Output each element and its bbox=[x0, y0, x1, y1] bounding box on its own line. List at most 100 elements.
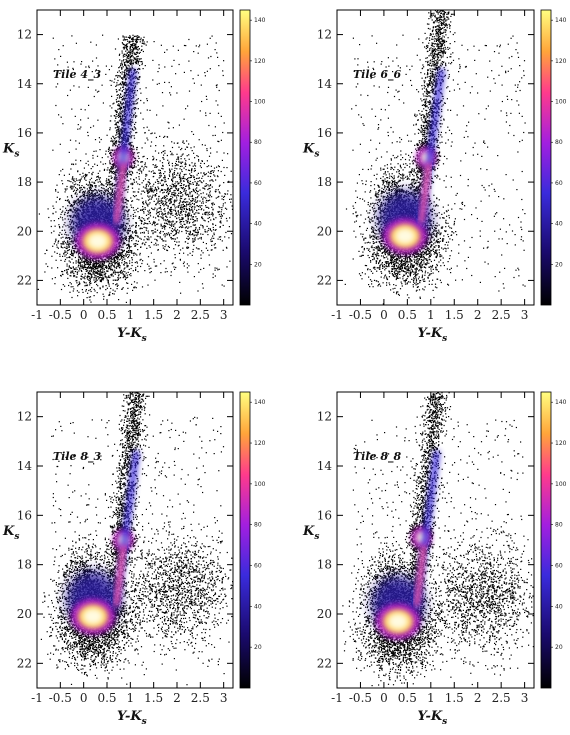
star-point bbox=[114, 173, 116, 175]
star-point bbox=[131, 37, 134, 39]
star-point bbox=[116, 129, 118, 131]
star-point bbox=[135, 38, 137, 40]
star-point bbox=[131, 231, 133, 233]
star-point bbox=[103, 184, 105, 187]
star-point bbox=[102, 266, 104, 268]
star-point bbox=[62, 236, 64, 238]
star-point bbox=[130, 149, 132, 151]
star-point bbox=[122, 273, 124, 275]
star-point bbox=[96, 271, 99, 273]
star-point bbox=[137, 72, 140, 74]
star-point bbox=[130, 145, 132, 147]
star-point bbox=[67, 180, 69, 182]
star-point bbox=[135, 94, 137, 96]
star-point bbox=[114, 150, 116, 152]
star-point bbox=[117, 275, 120, 277]
star-point bbox=[80, 187, 82, 189]
star-point bbox=[109, 294, 111, 296]
star-point bbox=[112, 272, 115, 274]
star-point bbox=[106, 178, 108, 180]
star-point bbox=[78, 264, 80, 266]
star-point bbox=[128, 209, 130, 211]
star-point bbox=[126, 49, 128, 51]
star-point bbox=[127, 266, 129, 268]
star-point bbox=[131, 51, 133, 53]
star-point bbox=[121, 60, 123, 62]
star-point bbox=[97, 262, 99, 265]
star-point bbox=[114, 267, 116, 269]
star-point bbox=[119, 258, 121, 260]
star-point bbox=[134, 261, 136, 264]
star-point bbox=[64, 233, 66, 235]
star-point bbox=[117, 272, 119, 274]
star-point bbox=[118, 259, 120, 261]
star-point bbox=[60, 237, 62, 239]
star-point bbox=[112, 265, 115, 267]
star-point bbox=[122, 36, 124, 38]
star-point bbox=[134, 115, 136, 117]
star-point bbox=[133, 97, 135, 99]
star-point bbox=[111, 274, 113, 276]
star-point bbox=[78, 191, 81, 193]
star-point bbox=[120, 63, 122, 65]
star-point bbox=[104, 274, 106, 276]
star-point bbox=[110, 158, 112, 160]
star-point bbox=[87, 193, 90, 195]
star-point bbox=[114, 194, 116, 196]
star-point bbox=[134, 61, 136, 63]
star-point bbox=[108, 275, 110, 277]
star-point bbox=[78, 270, 80, 272]
star-point bbox=[76, 273, 78, 275]
star-point bbox=[126, 206, 128, 208]
star-point bbox=[150, 236, 152, 238]
star-point bbox=[124, 258, 126, 260]
star-point bbox=[137, 98, 139, 100]
star-point bbox=[132, 116, 134, 118]
star-point bbox=[78, 179, 80, 181]
star-point bbox=[83, 262, 86, 264]
star-point bbox=[73, 245, 75, 247]
star-point bbox=[73, 288, 75, 290]
star-point bbox=[91, 186, 94, 188]
star-point bbox=[44, 253, 46, 255]
star-point bbox=[71, 235, 73, 237]
star-point bbox=[77, 171, 79, 173]
star-point bbox=[113, 271, 115, 273]
star-point bbox=[135, 240, 137, 242]
star-point bbox=[111, 157, 113, 160]
star-point bbox=[134, 112, 136, 114]
star-point bbox=[90, 270, 92, 272]
star-point bbox=[98, 261, 100, 263]
star-point bbox=[116, 285, 118, 287]
star-point bbox=[121, 71, 123, 73]
star-point bbox=[119, 267, 121, 269]
star-point bbox=[93, 295, 95, 297]
star-point bbox=[68, 249, 71, 251]
star-point bbox=[146, 203, 148, 205]
star-point bbox=[71, 240, 73, 242]
star-point bbox=[132, 114, 135, 116]
star-point bbox=[122, 84, 124, 86]
star-point bbox=[113, 140, 115, 142]
star-point bbox=[66, 188, 68, 190]
star-point bbox=[82, 193, 85, 196]
star-point bbox=[100, 184, 102, 186]
star-point bbox=[131, 112, 133, 114]
star-point bbox=[51, 278, 53, 280]
star-point bbox=[134, 108, 136, 110]
star-point bbox=[94, 281, 96, 283]
star-point bbox=[92, 272, 94, 274]
star-point bbox=[73, 200, 75, 202]
star-point bbox=[125, 97, 127, 99]
star-point bbox=[120, 255, 122, 257]
star-point bbox=[73, 239, 75, 241]
star-point bbox=[136, 149, 138, 151]
star-point bbox=[101, 274, 103, 276]
star-point bbox=[132, 40, 134, 42]
star-point bbox=[117, 84, 119, 86]
star-point bbox=[77, 258, 80, 260]
star-point bbox=[86, 261, 88, 263]
star-point bbox=[56, 184, 58, 186]
star-point bbox=[128, 36, 130, 39]
star-point bbox=[125, 226, 127, 228]
